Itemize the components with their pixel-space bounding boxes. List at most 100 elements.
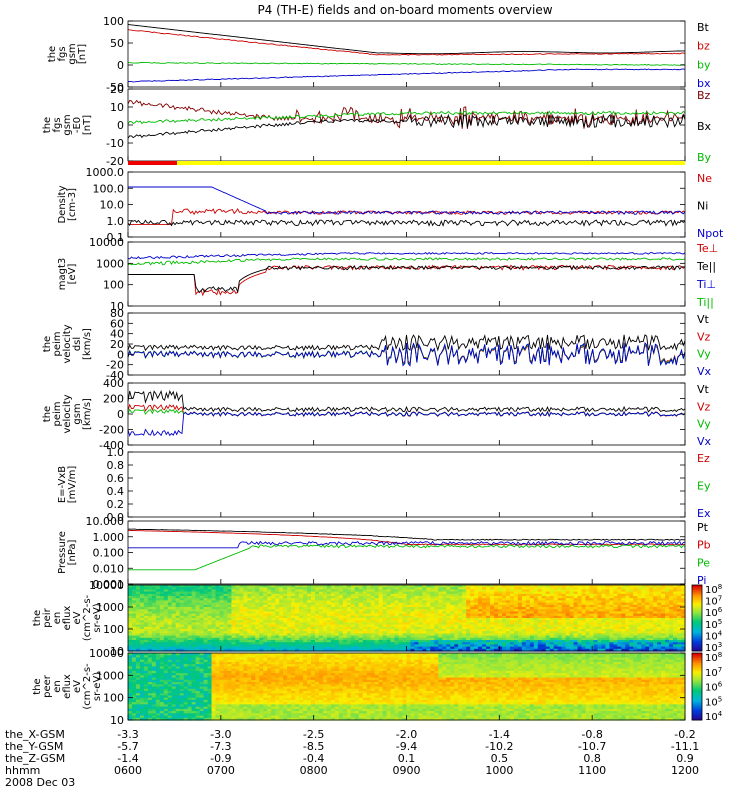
spectrogram-cell xyxy=(179,666,185,670)
spectrogram-cell xyxy=(243,602,248,606)
spectrogram-cell xyxy=(203,600,209,604)
spectrogram-cell xyxy=(243,633,248,637)
spectrogram-cell xyxy=(167,693,173,697)
spectrogram-cell xyxy=(458,613,463,617)
spectrogram-cell xyxy=(394,644,400,648)
spectrogram-cell xyxy=(521,640,527,643)
spectrogram-cell xyxy=(135,593,141,597)
spectrogram-cell xyxy=(601,587,607,590)
spectrogram-cell xyxy=(645,600,650,604)
spectrogram-cell xyxy=(211,646,217,650)
spectrogram-cell xyxy=(657,615,662,619)
spectrogram-cell xyxy=(243,646,248,650)
spectrogram-cell xyxy=(410,640,416,643)
spectrogram-cell xyxy=(199,646,205,650)
spectrogram-cell xyxy=(629,613,634,617)
spectrogram-cell xyxy=(183,640,189,643)
spectrogram-cell xyxy=(665,585,670,588)
spectrogram-cell xyxy=(354,585,360,588)
spectrogram-cell xyxy=(183,615,189,619)
y-axis-label: the xyxy=(47,46,58,62)
spectrogram-cell xyxy=(498,631,503,634)
spectrogram-cell xyxy=(426,609,431,612)
spectrogram-cell xyxy=(505,604,511,608)
spectrogram-cell xyxy=(537,591,543,595)
spectrogram-cell xyxy=(255,631,260,634)
spectrogram-cell xyxy=(414,615,420,619)
spectrogram-cell xyxy=(470,624,475,628)
spectrogram-cell xyxy=(151,620,157,623)
spectrogram-cell xyxy=(128,618,133,621)
spectrogram-cell xyxy=(283,589,288,593)
spectrogram-cell xyxy=(446,629,451,632)
spectrogram-cell xyxy=(645,620,650,623)
spectrogram-cell xyxy=(386,615,392,619)
spectrogram-cell xyxy=(139,637,145,641)
spectrogram-cell xyxy=(434,585,439,588)
spectrogram-cell xyxy=(143,600,149,604)
spectrogram-cell xyxy=(159,609,165,612)
spectrogram-cell xyxy=(167,646,173,650)
spectrogram-cell xyxy=(482,648,487,652)
spectrogram-cell xyxy=(179,587,185,590)
spectrogram-cell xyxy=(513,609,519,612)
spectrogram-cell xyxy=(410,648,416,652)
spectrogram-cell xyxy=(163,615,169,619)
spectrogram-cell xyxy=(402,646,408,650)
spectrogram-cell xyxy=(482,635,487,639)
spectrogram-cell xyxy=(151,618,157,621)
spectrogram-cell xyxy=(438,589,443,593)
spectrogram-cell xyxy=(314,635,320,639)
spectrogram-cell xyxy=(303,646,308,650)
spectrogram-cell xyxy=(653,631,658,634)
spectrogram-cell xyxy=(557,609,563,612)
spectrogram-cell xyxy=(521,589,527,593)
spectrogram-cell xyxy=(139,646,145,650)
spectrogram-cell xyxy=(609,640,614,643)
spectrogram-cell xyxy=(486,633,491,637)
spectrogram-cell xyxy=(517,642,523,645)
spectrogram-cell xyxy=(342,633,348,637)
spectrogram-cell xyxy=(410,646,416,650)
spectrogram-cell xyxy=(311,591,316,595)
legend-entry: Bz xyxy=(697,89,711,102)
spectrogram-cell xyxy=(649,596,654,599)
mode-bar-segment xyxy=(128,161,178,165)
spectrogram-cell xyxy=(147,668,153,672)
spectrogram-cell xyxy=(255,626,260,630)
spectrogram-cell xyxy=(211,633,217,637)
spectrogram-cell xyxy=(513,598,519,601)
spectrogram-cell xyxy=(243,618,248,621)
spectrogram-cell xyxy=(318,596,324,599)
spectrogram-cell xyxy=(593,611,599,615)
spectrogram-cell xyxy=(422,598,427,601)
spectrogram-cell xyxy=(287,591,292,595)
spectrogram-cell xyxy=(482,589,487,593)
spectrogram-cell xyxy=(243,611,248,615)
spectrogram-cell xyxy=(203,644,209,648)
spectrogram-cell xyxy=(187,644,193,648)
spectrogram-cell xyxy=(179,629,185,632)
spectrogram-cell xyxy=(673,593,678,597)
spectrogram-cell xyxy=(673,602,678,606)
spectrogram-cell xyxy=(362,602,368,606)
spectrogram-cell xyxy=(155,673,161,676)
spectrogram-cell xyxy=(255,644,260,648)
spectrogram-cell xyxy=(267,640,272,643)
spectrogram-cell xyxy=(633,587,638,590)
spectrogram-cell xyxy=(649,607,654,610)
spectrogram-cell xyxy=(605,596,611,599)
spectrogram-cell xyxy=(354,602,360,606)
spectrogram-cell xyxy=(577,631,583,634)
spectrogram-cell xyxy=(159,686,165,690)
spectrogram-cell xyxy=(191,596,197,599)
spectrogram-cell xyxy=(501,602,507,606)
spectrogram-cell xyxy=(466,607,471,610)
spectrogram-cell xyxy=(494,622,499,626)
spectrogram-cell xyxy=(677,648,682,652)
spectrogram-cell xyxy=(521,596,527,599)
spectrogram-cell xyxy=(342,631,348,634)
spectrogram-cell xyxy=(338,637,344,641)
spectrogram-cell xyxy=(629,585,634,588)
spectrogram-cell xyxy=(541,593,547,597)
